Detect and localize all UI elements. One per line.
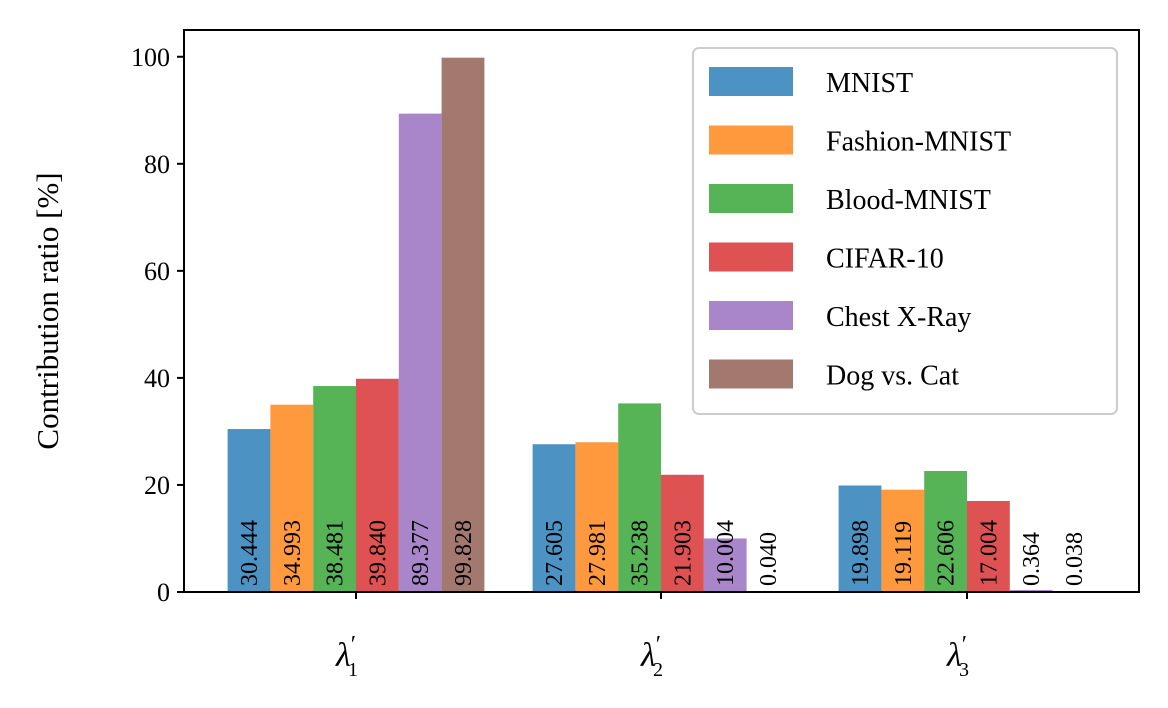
x-tick-label: λ′ 3 (946, 632, 969, 681)
bar-mnist-1 (227, 429, 271, 592)
bar-mnist-3 (838, 485, 882, 592)
legend-label: MNIST (826, 68, 913, 99)
bar-blood-mnist-1 (313, 386, 356, 592)
legend-label: Dog vs. Cat (826, 361, 959, 392)
bar-value-label: 27.981 (585, 520, 611, 586)
bar-blood-mnist-3 (924, 471, 967, 592)
bar-blood-mnist-2 (618, 403, 661, 592)
y-tick-label: 20 (144, 471, 170, 500)
bar-value-label: 19.119 (891, 521, 917, 586)
legend-label: Chest X-Ray (826, 302, 971, 333)
bar-labels-group: 30.444 27.605 19.898 34.993 27.981 19.119 38.4… (237, 520, 1088, 586)
bar-value-label: 34.993 (280, 520, 306, 586)
bar-value-label: 19.898 (848, 520, 874, 586)
y-tick-label: 80 (144, 150, 170, 179)
legend-swatch (709, 359, 793, 389)
legend-frame (692, 47, 1118, 415)
legend-swatch (709, 184, 793, 213)
bar-value-label: 0.040 (756, 532, 782, 586)
y-tick-label: 40 (144, 364, 170, 393)
bar-cifar-10-1 (356, 378, 399, 592)
legend-swatch (709, 125, 793, 155)
bar-fashion-mnist-2 (575, 442, 619, 592)
x-tick-label: λ′ 2 (640, 632, 663, 681)
bar-value-label: 27.605 (542, 520, 568, 586)
bar-fashion-mnist-1 (270, 404, 314, 592)
legend: MNIST Fashion-MNIST Blood-MNIST CIFAR-10 Che… (692, 47, 1118, 415)
bar-value-label: 89.377 (408, 520, 434, 586)
y-axis-title: Contribution ratio [%] (30, 172, 65, 449)
y-tick-label: 0 (157, 578, 170, 607)
x-tick-label: λ′ 1 (335, 632, 358, 681)
legend-swatch (709, 301, 793, 330)
bar-cifar-10-2 (661, 474, 704, 592)
bar-value-label: 35.238 (628, 520, 654, 586)
x-axis: λ′ 1 λ′ 2 λ′ 3 (335, 592, 969, 681)
bar-value-label: 30.444 (237, 520, 263, 586)
bar-value-label: 0.038 (1062, 532, 1088, 586)
legend-label: CIFAR-10 (826, 244, 944, 275)
bar-chest-x-ray-2 (703, 538, 747, 592)
bar-value-label: 99.828 (451, 520, 477, 586)
bar-value-label: 21.903 (670, 520, 696, 586)
legend-swatch (709, 67, 793, 96)
bar-value-label: 39.840 (365, 520, 391, 586)
y-tick-label: 100 (131, 43, 170, 72)
bar-fashion-mnist-3 (881, 489, 925, 592)
bar-mnist-2 (532, 444, 576, 592)
bar-value-label: 10.004 (713, 520, 739, 586)
bar-chest-x-ray-1 (398, 113, 442, 593)
bar-value-label: 0.364 (1019, 532, 1045, 586)
bar-value-label: 17.004 (976, 520, 1002, 586)
legend-label: Blood-MNIST (826, 185, 991, 216)
y-axis: 0 20 40 60 80 100 (131, 43, 184, 607)
bar-value-label: 38.481 (323, 520, 349, 586)
bar-dog-vs-cat-1 (441, 57, 485, 593)
legend-label: Fashion-MNIST (826, 127, 1011, 158)
bar-value-label: 22.606 (934, 520, 960, 586)
legend-swatch (709, 242, 793, 272)
bar-cifar-10-3 (967, 500, 1010, 592)
y-tick-label: 60 (144, 257, 170, 286)
bars-group (227, 57, 1096, 593)
